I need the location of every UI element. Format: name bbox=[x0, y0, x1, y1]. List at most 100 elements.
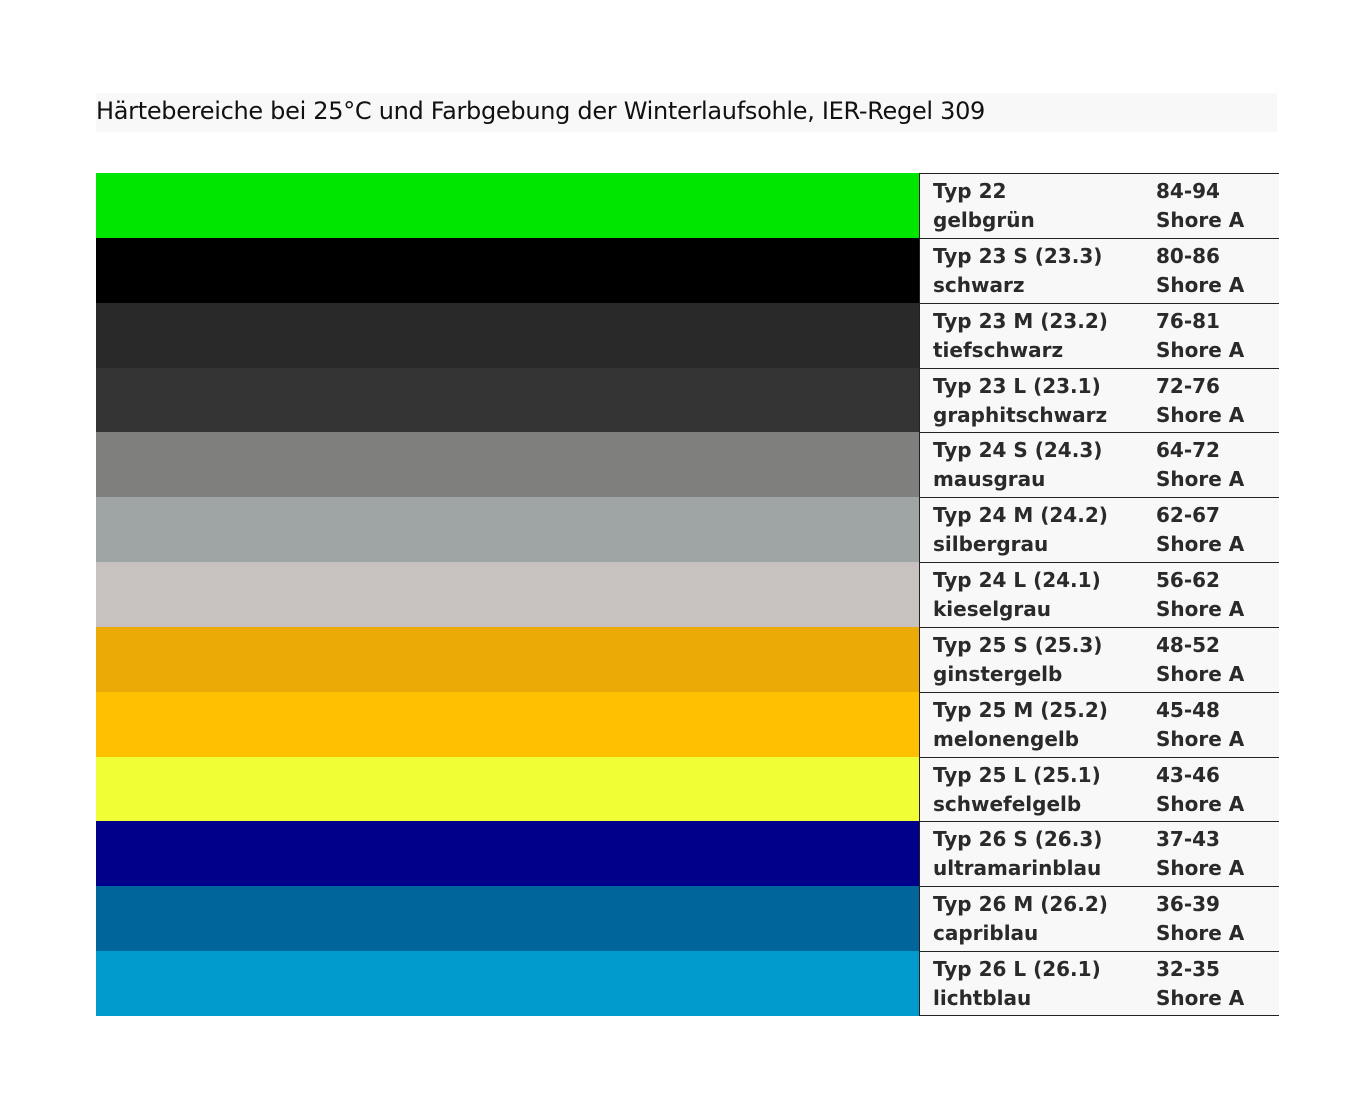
hardness-unit: Shore A bbox=[1156, 467, 1245, 492]
table-row: Typ 25 L (25.1) schwefelgelb 43-46 Shore A bbox=[96, 756, 1279, 822]
bottom-margin bbox=[96, 1016, 1277, 1113]
table-row: Typ 26 S (26.3) ultramarinblau 37-43 Shore … bbox=[96, 821, 1279, 887]
hardness-range: 84-94 bbox=[1156, 179, 1220, 203]
title-band bbox=[96, 93, 1277, 132]
hardness-column: 36-39 Shore A bbox=[1156, 890, 1244, 948]
hardness-unit: Shore A bbox=[1156, 921, 1245, 946]
table-row: Typ 26 M (26.2) capriblau 36-39 Shore A bbox=[96, 886, 1279, 952]
color-swatch bbox=[96, 302, 919, 368]
hardness-unit: Shore A bbox=[1156, 791, 1245, 816]
type-column: Typ 22 gelbgrün bbox=[933, 177, 1035, 235]
type-label: Typ 23 S (23.3) bbox=[933, 243, 1103, 268]
hardness-unit: Shore A bbox=[1156, 661, 1245, 686]
color-swatch bbox=[96, 756, 919, 822]
hardness-column: 80-86 Shore A bbox=[1156, 242, 1244, 300]
table-row: Typ 25 M (25.2) melonengelb 45-48 Shore A bbox=[96, 691, 1279, 757]
hardness-color-table: Typ 22 gelbgrün 84-94 Shore A Typ 23 S (23.3… bbox=[96, 173, 1279, 1016]
type-column: Typ 23 S (23.3) schwarz bbox=[933, 242, 1102, 300]
table-row: Typ 23 M (23.2) tiefschwarz 76-81 Shore A bbox=[96, 302, 1279, 368]
color-swatch bbox=[96, 237, 919, 303]
info-cell: Typ 24 S (24.3) mausgrau 64-72 Shore A bbox=[919, 432, 1279, 498]
hardness-range: 37-43 bbox=[1156, 827, 1220, 852]
info-cell: Typ 23 M (23.2) tiefschwarz 76-81 Shore A bbox=[919, 302, 1279, 368]
hardness-unit: Shore A bbox=[1156, 986, 1245, 1011]
hardness-column: 43-46 Shore A bbox=[1156, 761, 1244, 819]
info-cell: Typ 26 L (26.1) lichtblau 32-35 Shore A bbox=[919, 951, 1279, 1016]
info-cell: Typ 26 S (26.3) ultramarinblau 37-43 Shore … bbox=[919, 821, 1279, 887]
type-label: Typ 24 M (24.2) bbox=[933, 503, 1108, 528]
info-cell: Typ 23 L (23.1) graphitschwarz 72-76 Shore … bbox=[919, 367, 1279, 433]
type-label: Typ 26 M (26.2) bbox=[933, 892, 1108, 917]
hardness-range: 45-48 bbox=[1156, 697, 1220, 722]
document-page: Härtebereiche bei 25°C und Farbgebung de… bbox=[96, 0, 1279, 1113]
color-name-label: silbergrau bbox=[933, 532, 1049, 557]
table-row: Typ 24 M (24.2) silbergrau 62-67 Shore A bbox=[96, 497, 1279, 563]
hardness-unit: Shore A bbox=[1156, 337, 1245, 362]
hardness-unit: Shore A bbox=[1156, 208, 1245, 232]
type-label: Typ 23 M (23.2) bbox=[933, 308, 1108, 333]
table-row: Typ 23 L (23.1) graphitschwarz 72-76 Shore … bbox=[96, 367, 1279, 433]
color-swatch bbox=[96, 951, 919, 1016]
info-cell: Typ 24 M (24.2) silbergrau 62-67 Shore A bbox=[919, 497, 1279, 563]
color-swatch bbox=[96, 497, 919, 563]
hardness-unit: Shore A bbox=[1156, 726, 1245, 751]
color-name-label: ultramarinblau bbox=[933, 856, 1102, 881]
document-title: Härtebereiche bei 25°C und Farbgebung de… bbox=[96, 97, 986, 125]
type-column: Typ 26 L (26.1) lichtblau bbox=[933, 955, 1101, 1013]
type-column: Typ 24 S (24.3) mausgrau bbox=[933, 436, 1102, 494]
table-row: Typ 23 S (23.3) schwarz 80-86 Shore A bbox=[96, 237, 1279, 303]
hardness-range: 76-81 bbox=[1156, 308, 1220, 333]
title-gap bbox=[96, 132, 1277, 173]
type-label: Typ 26 S (26.3) bbox=[933, 827, 1103, 852]
hardness-column: 64-72 Shore A bbox=[1156, 436, 1244, 494]
type-label: Typ 23 L (23.1) bbox=[933, 373, 1101, 398]
color-swatch bbox=[96, 626, 919, 692]
type-column: Typ 25 M (25.2) melonengelb bbox=[933, 696, 1108, 754]
hardness-range: 48-52 bbox=[1156, 632, 1220, 657]
color-name-label: capriblau bbox=[933, 921, 1039, 946]
type-label: Typ 26 L (26.1) bbox=[933, 957, 1101, 982]
table-row: Typ 25 S (25.3) ginstergelb 48-52 Shore A bbox=[96, 626, 1279, 692]
hardness-unit: Shore A bbox=[1156, 597, 1245, 622]
type-column: Typ 24 M (24.2) silbergrau bbox=[933, 501, 1108, 559]
info-cell: Typ 23 S (23.3) schwarz 80-86 Shore A bbox=[919, 237, 1279, 303]
color-name-label: schwefelgelb bbox=[933, 791, 1082, 816]
color-name-label: gelbgrün bbox=[933, 208, 1035, 232]
color-swatch bbox=[96, 691, 919, 757]
hardness-range: 43-46 bbox=[1156, 762, 1220, 787]
color-name-label: melonengelb bbox=[933, 726, 1080, 751]
info-cell: Typ 25 L (25.1) schwefelgelb 43-46 Shore A bbox=[919, 756, 1279, 822]
type-label: Typ 25 L (25.1) bbox=[933, 762, 1101, 787]
info-cell: Typ 24 L (24.1) kieselgrau 56-62 Shore A bbox=[919, 562, 1279, 627]
color-swatch bbox=[96, 173, 919, 238]
hardness-range: 62-67 bbox=[1156, 503, 1220, 528]
hardness-range: 72-76 bbox=[1156, 373, 1220, 398]
color-swatch bbox=[96, 432, 919, 498]
info-cell: Typ 26 M (26.2) capriblau 36-39 Shore A bbox=[919, 886, 1279, 952]
color-swatch bbox=[96, 821, 919, 887]
type-column: Typ 26 M (26.2) capriblau bbox=[933, 890, 1108, 948]
type-label: Typ 25 S (25.3) bbox=[933, 632, 1103, 657]
color-swatch bbox=[96, 886, 919, 952]
hardness-unit: Shore A bbox=[1156, 532, 1245, 557]
hardness-column: 84-94 Shore A bbox=[1156, 177, 1244, 235]
hardness-unit: Shore A bbox=[1156, 402, 1245, 427]
hardness-unit: Shore A bbox=[1156, 272, 1245, 297]
hardness-column: 48-52 Shore A bbox=[1156, 631, 1244, 689]
color-swatch bbox=[96, 367, 919, 433]
color-name-label: ginstergelb bbox=[933, 661, 1063, 686]
type-column: Typ 26 S (26.3) ultramarinblau bbox=[933, 825, 1102, 883]
hardness-column: 45-48 Shore A bbox=[1156, 696, 1244, 754]
type-label: Typ 25 M (25.2) bbox=[933, 697, 1108, 722]
hardness-range: 80-86 bbox=[1156, 243, 1220, 268]
color-name-label: schwarz bbox=[933, 272, 1025, 297]
type-label: Typ 24 L (24.1) bbox=[933, 568, 1101, 593]
table-row: Typ 24 S (24.3) mausgrau 64-72 Shore A bbox=[96, 432, 1279, 498]
info-cell: Typ 25 S (25.3) ginstergelb 48-52 Shore A bbox=[919, 626, 1279, 692]
hardness-range: 56-62 bbox=[1156, 568, 1220, 593]
type-column: Typ 25 S (25.3) ginstergelb bbox=[933, 631, 1102, 689]
hardness-unit: Shore A bbox=[1156, 856, 1245, 881]
hardness-column: 32-35 Shore A bbox=[1156, 955, 1244, 1013]
info-cell: Typ 25 M (25.2) melonengelb 45-48 Shore A bbox=[919, 691, 1279, 757]
hardness-range: 36-39 bbox=[1156, 892, 1220, 917]
